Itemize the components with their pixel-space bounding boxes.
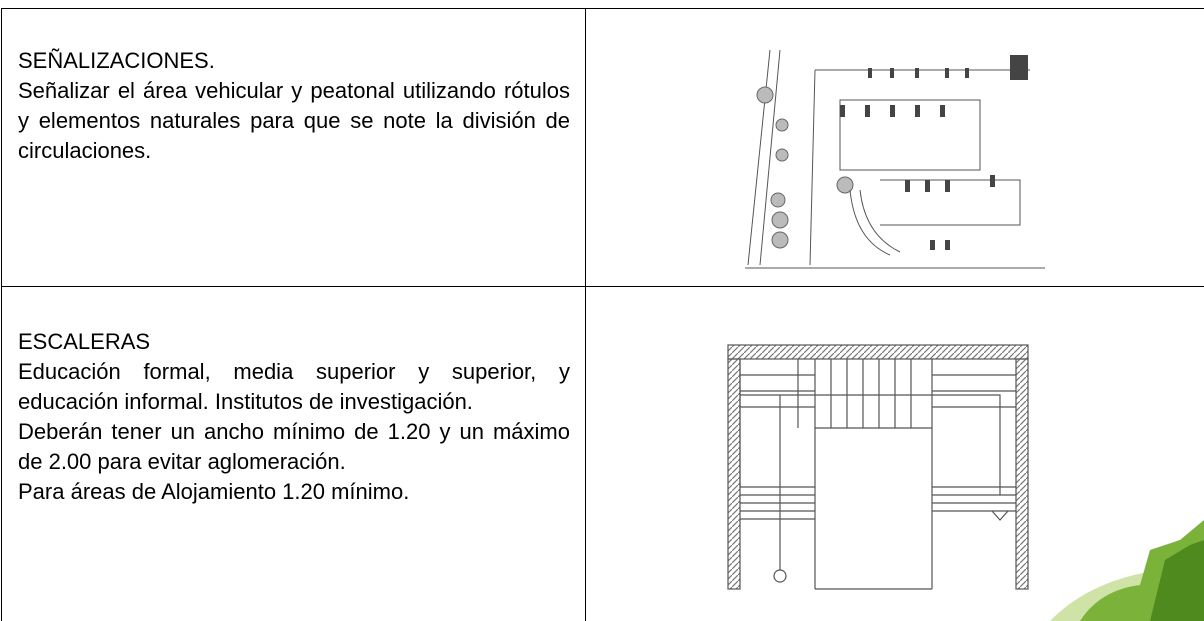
heading: ESCALERAS: [18, 329, 151, 354]
cell: [585, 286, 1204, 621]
text-block: ESCALERAS Educación formal, media superi…: [18, 327, 570, 507]
paragraph: Para áreas de Alojamiento 1.20 mínimo.: [18, 479, 410, 504]
parking-plan: [745, 49, 1045, 269]
heading: SEÑALIZACIONES.: [18, 48, 215, 73]
leaf-decoration: [1050, 520, 1204, 621]
stair-plan: [727, 344, 1029, 590]
paragraph: Deberán tener un ancho mínimo de 1.20 y …: [18, 419, 570, 474]
paragraph: Educación formal, media superior y super…: [18, 359, 570, 414]
paragraph: Señalizar el área vehicular y peatonal u…: [18, 78, 570, 163]
text-block: SEÑALIZACIONES. Señalizar el área vehicu…: [18, 46, 570, 166]
